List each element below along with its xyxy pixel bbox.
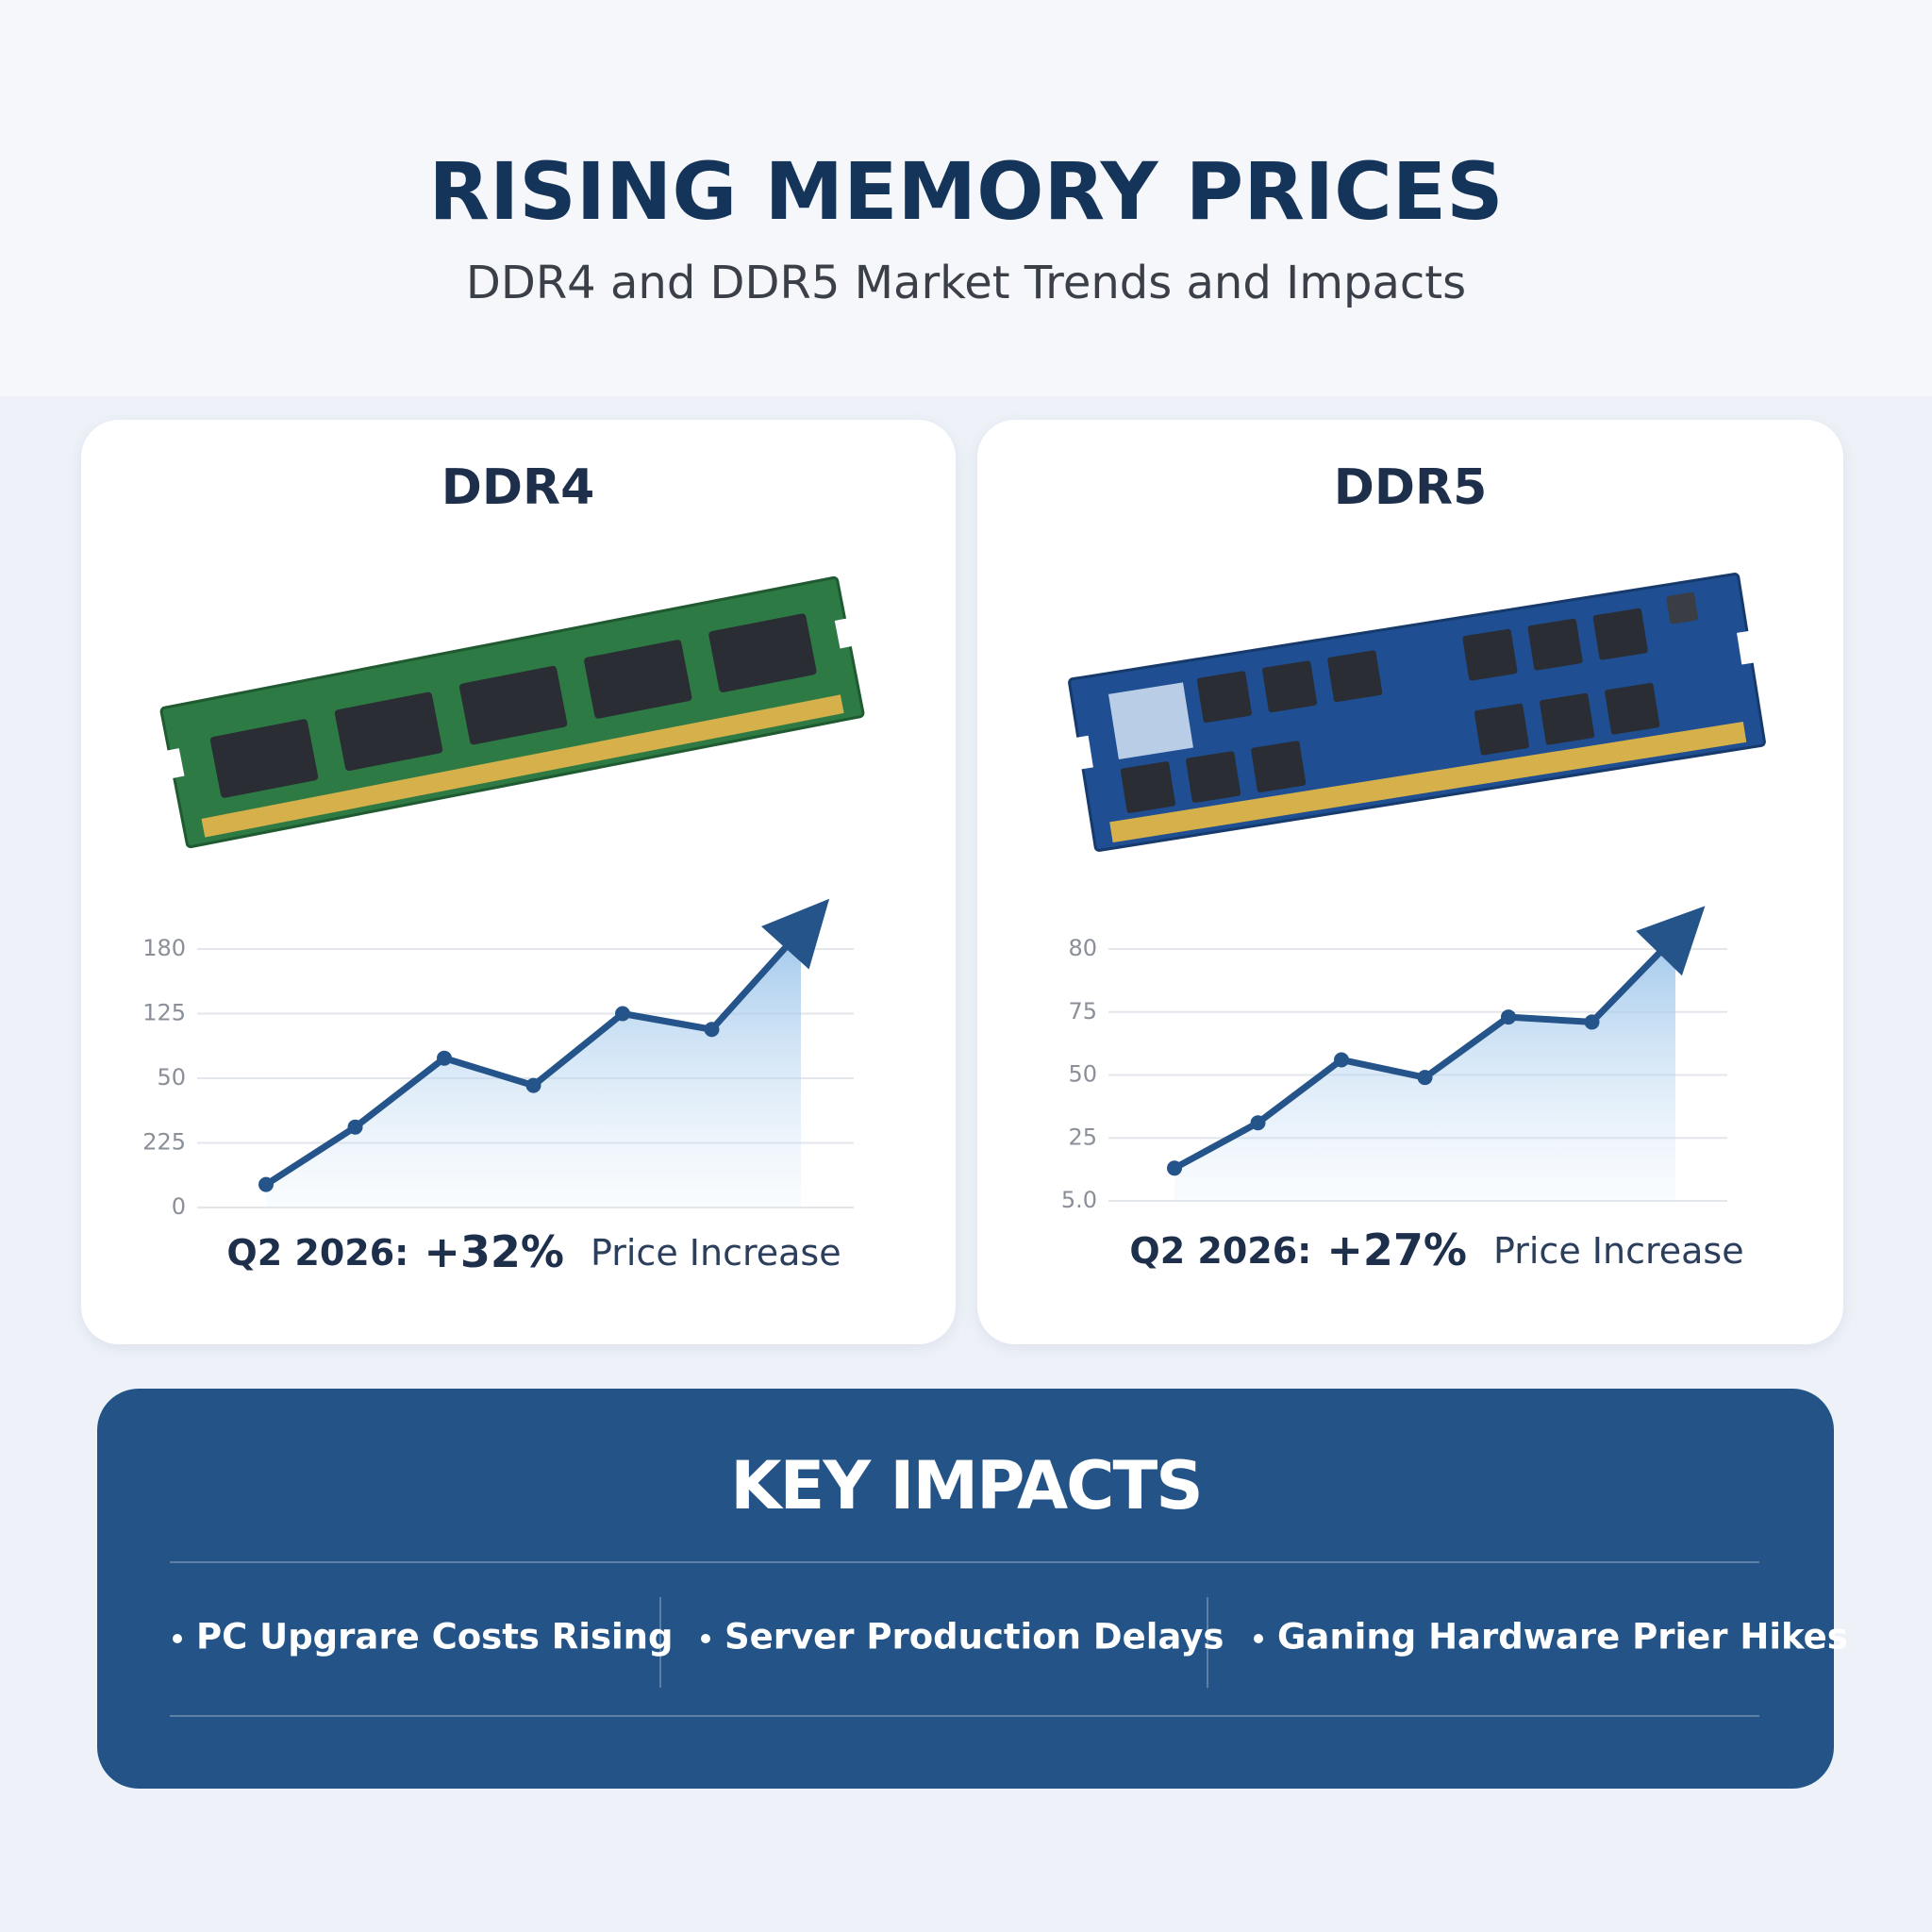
notch xyxy=(1737,630,1756,665)
annotation-change: +32% xyxy=(424,1226,564,1277)
area xyxy=(266,930,801,1208)
chip xyxy=(1666,591,1698,625)
chip xyxy=(584,640,692,719)
bullet xyxy=(173,1634,182,1643)
annotation-period: Q2 2026: xyxy=(1129,1230,1311,1272)
chip xyxy=(1186,751,1241,803)
chip xyxy=(1605,682,1660,735)
y-tick-label: 5.0 xyxy=(1061,1187,1097,1213)
area xyxy=(1174,936,1675,1201)
header-band xyxy=(0,0,1932,396)
impact-item: Ganing Hardware Prier Hikes xyxy=(1277,1617,1848,1657)
chart-title: DDR4 xyxy=(441,459,595,516)
chip xyxy=(209,719,319,798)
point xyxy=(704,1022,720,1038)
chip xyxy=(708,613,817,692)
page-subtitle: DDR4 and DDR5 Market Trends and Impacts xyxy=(466,257,1466,309)
chip xyxy=(1527,618,1583,671)
annotation-change: +27% xyxy=(1326,1224,1467,1275)
y-tick-label: 25 xyxy=(1068,1124,1097,1150)
y-tick-label: 50 xyxy=(157,1064,186,1091)
gold-contacts xyxy=(1109,722,1747,843)
arrow-head xyxy=(761,898,830,970)
point xyxy=(1250,1115,1266,1131)
impacts-title: KEY IMPACTS xyxy=(730,1447,1201,1524)
chip xyxy=(1120,761,1175,813)
y-tick-label: 75 xyxy=(1068,998,1097,1024)
chip xyxy=(1251,741,1307,793)
chip xyxy=(334,691,443,772)
ddr5-module xyxy=(1068,573,1766,852)
y-tick-label: 180 xyxy=(142,935,186,961)
page-title: RISING MEMORY PRICES xyxy=(428,145,1503,238)
chart-title: DDR5 xyxy=(1334,459,1488,516)
point xyxy=(1584,1014,1600,1030)
chip xyxy=(458,665,568,745)
annotation-text: Price Increase xyxy=(591,1232,841,1274)
point xyxy=(615,1006,630,1022)
notch xyxy=(834,618,854,649)
chip xyxy=(1262,660,1318,713)
y-tick-label: 80 xyxy=(1068,935,1097,961)
point xyxy=(1501,1009,1516,1025)
card xyxy=(977,420,1843,1344)
annotation-period: Q2 2026: xyxy=(226,1232,408,1274)
point xyxy=(258,1176,274,1192)
y-tick-label: 225 xyxy=(142,1129,186,1156)
chip xyxy=(1196,671,1252,724)
notch xyxy=(166,748,185,779)
chip xyxy=(1540,692,1595,745)
ddr4-module xyxy=(159,575,865,849)
y-tick-label: 0 xyxy=(172,1193,186,1220)
impact-item: Server Production Delays xyxy=(724,1617,1224,1657)
chip xyxy=(1592,608,1648,660)
impact-item: PC Upgrare Costs Rising xyxy=(196,1617,674,1657)
label-sticker xyxy=(1108,682,1193,760)
point xyxy=(1167,1160,1182,1176)
chip xyxy=(1327,650,1383,703)
bullet xyxy=(701,1634,710,1643)
chip xyxy=(1474,703,1529,756)
point xyxy=(347,1119,363,1135)
gold-contacts xyxy=(201,694,844,838)
impacts-panel xyxy=(97,1389,1834,1789)
annotation: Q2 2026: +32% Price Increase xyxy=(226,1226,841,1277)
chip xyxy=(1462,628,1518,681)
notch xyxy=(1074,735,1093,770)
annotation: Q2 2026: +27% Price Increase xyxy=(1129,1224,1743,1275)
arrow-head xyxy=(1636,906,1706,976)
bullet xyxy=(1254,1634,1263,1643)
y-tick-label: 50 xyxy=(1068,1061,1097,1088)
y-tick-label: 125 xyxy=(142,1000,186,1026)
point xyxy=(437,1050,452,1066)
point xyxy=(1334,1052,1349,1068)
point xyxy=(1417,1070,1433,1086)
annotation-text: Price Increase xyxy=(1493,1230,1744,1272)
point xyxy=(525,1077,541,1093)
